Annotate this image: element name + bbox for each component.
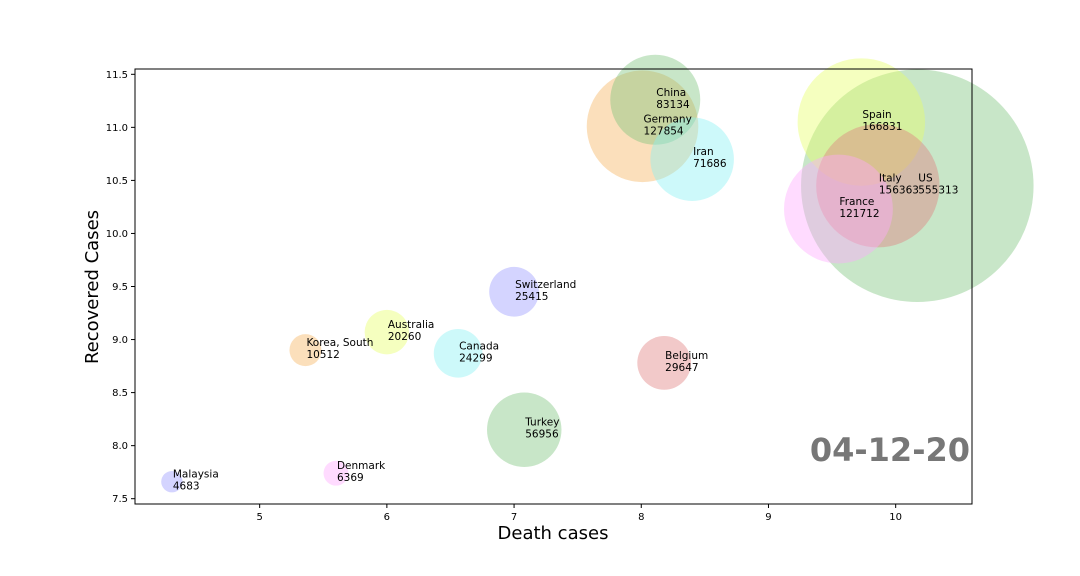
bubble-layer xyxy=(161,54,1034,493)
bubble-label: Denmark 6369 xyxy=(337,460,386,484)
bubble-canada xyxy=(433,329,483,378)
bubble-china xyxy=(610,54,701,145)
bubble-france xyxy=(784,154,893,264)
bubble-label: Italy 156363 xyxy=(879,173,919,197)
y-tick-label: 11.5 xyxy=(106,70,128,81)
y-tick-label: 8.0 xyxy=(112,441,128,452)
bubble-australia xyxy=(364,309,410,355)
y-tick-label: 10.0 xyxy=(106,229,128,240)
bubble-label: Malaysia 4683 xyxy=(173,469,219,493)
bubble-spain xyxy=(797,58,926,186)
y-axis-title: Recovered Cases xyxy=(82,210,103,364)
x-axis: 5 6 7 8 9 10 xyxy=(256,504,902,523)
y-tick-label: 9.5 xyxy=(112,282,128,293)
bubble-malaysia xyxy=(161,471,183,493)
bubble-iran xyxy=(650,117,734,201)
bubble-label: Australia 20260 xyxy=(388,319,434,343)
y-tick-label: 11.0 xyxy=(106,123,128,134)
bubble-germany xyxy=(586,70,699,183)
bubble-label: Korea, South 10512 xyxy=(306,337,373,361)
bubble-label: US 555313 xyxy=(918,173,958,197)
bubble-label: Canada 24299 xyxy=(459,340,499,364)
bubble-label: Turkey 56956 xyxy=(524,417,559,441)
y-tick-label: 9.0 xyxy=(112,335,128,346)
x-tick-label: 10 xyxy=(889,512,902,523)
bubble-label: Iran 71686 xyxy=(693,146,727,170)
y-tick-label: 10.5 xyxy=(106,176,128,187)
bubble-label: China 83134 xyxy=(656,87,690,111)
bubble-switzerland xyxy=(489,266,539,317)
date-stamp: 04-12-20 xyxy=(810,431,970,469)
bubble-label: Germany 127854 xyxy=(644,113,692,137)
bubble-label: Switzerland 25415 xyxy=(515,279,576,303)
bubble-italy xyxy=(816,124,940,248)
y-tick-label: 8.5 xyxy=(112,388,128,399)
label-layer: Malaysia 4683 Denmark 6369 Korea, South 10512… xyxy=(173,87,959,493)
bubble-belgium xyxy=(637,336,692,390)
y-tick-label: 7.5 xyxy=(112,494,128,505)
x-tick-label: 9 xyxy=(765,512,771,523)
bubble-us xyxy=(801,69,1034,302)
x-tick-label: 7 xyxy=(511,512,517,523)
bubble-label: Belgium 29647 xyxy=(665,350,708,374)
bubble-turkey xyxy=(487,392,562,467)
bubble-label: Spain 166831 xyxy=(862,109,902,133)
bubble-korea-south xyxy=(289,334,322,367)
x-tick-label: 8 xyxy=(638,512,644,523)
bubble-denmark xyxy=(323,460,349,486)
x-tick-label: 6 xyxy=(384,512,390,523)
y-axis: 7.5 8.0 8.5 9.0 9.5 10.0 10.5 11.0 11.5 xyxy=(106,70,135,505)
bubble-label: France 121712 xyxy=(839,196,879,220)
x-tick-label: 5 xyxy=(256,512,262,523)
x-axis-title: Death cases xyxy=(498,523,609,544)
